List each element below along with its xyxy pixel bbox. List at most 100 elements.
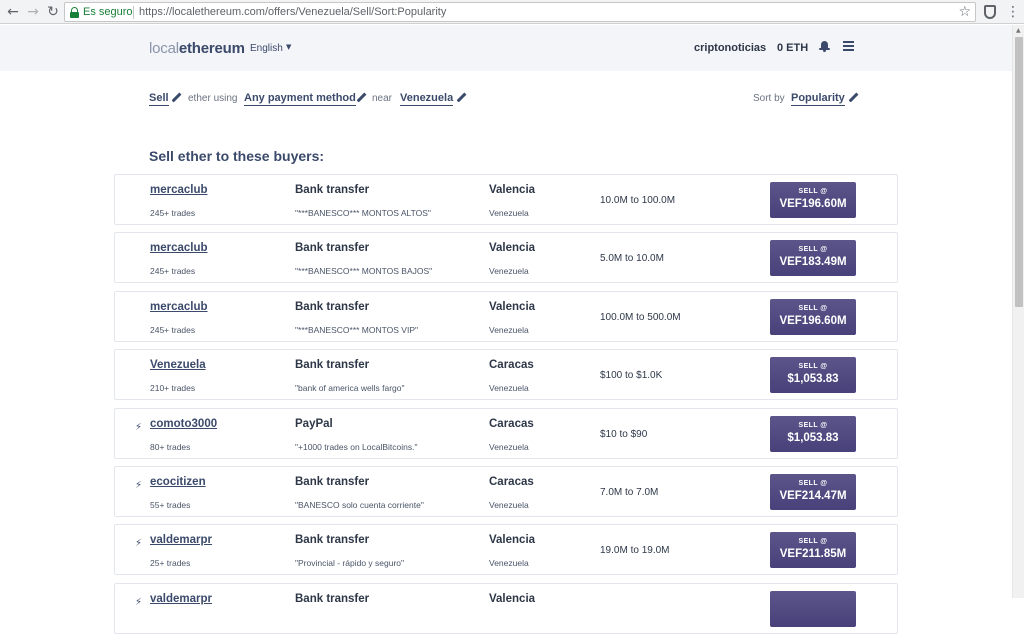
shield-extension-icon[interactable]	[984, 5, 996, 19]
sell-button-price: VEF214.47M	[779, 490, 847, 502]
sell-button[interactable]: SELL @ $1,053.83	[770, 357, 856, 394]
sell-button-label: SELL @	[798, 538, 828, 546]
edit-payment-pencil-icon[interactable]	[356, 93, 366, 103]
trader-name-link[interactable]: Venezuela	[150, 359, 206, 372]
scroll-up-arrow-icon[interactable]: ▲	[1016, 27, 1021, 34]
language-selector[interactable]: English	[250, 43, 283, 54]
offer-country: Venezuela	[489, 500, 529, 510]
section-title: Sell ether to these buyers:	[149, 148, 325, 164]
payment-method: PayPal	[295, 417, 333, 430]
trader-name-link[interactable]: ecocitizen	[150, 476, 206, 488]
wallet-balance[interactable]: 0 ETH	[777, 42, 809, 54]
near-text: near	[372, 93, 393, 104]
trade-count: 55+ trades	[150, 500, 191, 510]
offer-card: mercaclub 245+ trades Bank transfer "***…	[114, 290, 898, 342]
edit-action-pencil-icon[interactable]	[171, 93, 181, 103]
site-header: localethereum English ▼ criptonoticias 0…	[0, 25, 1012, 71]
sort-filter[interactable]: Popularity	[791, 92, 845, 106]
address-divider	[133, 6, 134, 19]
sell-button[interactable]: SELL @ VEF214.47M	[770, 474, 856, 510]
offer-card: Venezuela 210+ trades Bank transfer "ban…	[114, 349, 898, 401]
lock-icon	[70, 7, 79, 18]
edit-location-pencil-icon[interactable]	[456, 93, 466, 103]
offer-card: ⚡ valdemarpr Bank transfer Valencia	[114, 582, 898, 634]
sell-button-price: VEF211.85M	[779, 548, 847, 561]
trader-name-link[interactable]: mercaclub	[150, 242, 208, 255]
sell-button[interactable]	[770, 590, 856, 627]
trade-limits: 10.0M to 100.0M	[600, 195, 676, 206]
offer-note: "***BANESCO*** MONTOS VIP"	[295, 324, 419, 335]
logo-light-text: local	[149, 40, 179, 57]
hamburger-menu-icon[interactable]	[843, 41, 854, 51]
offer-note: "BANESCO solo cuenta corriente"	[295, 500, 424, 510]
sell-button[interactable]: SELL @ $1,053.83	[770, 415, 856, 452]
trade-count: 210+ trades	[150, 383, 196, 394]
offer-city: Valencia	[489, 242, 536, 255]
offer-city: Caracas	[489, 359, 534, 372]
trader-name-link[interactable]: valdemarpr	[150, 534, 213, 547]
trade-limits: $100 to $1.0K	[600, 370, 663, 382]
forward-arrow-icon[interactable]: →	[27, 4, 39, 20]
offer-country: Venezuela	[489, 441, 529, 452]
lightning-icon: ⚡	[135, 596, 143, 608]
lightning-icon: ⚡	[135, 538, 143, 550]
sell-button-label: SELL @	[798, 421, 828, 429]
sell-button-price: $1,053.83	[787, 373, 839, 386]
trader-name-link[interactable]: mercaclub	[150, 184, 208, 196]
page-scrollbar[interactable]: ▲	[1012, 25, 1024, 598]
location-filter[interactable]: Venezuela	[400, 92, 454, 106]
offer-city: Valencia	[489, 300, 536, 313]
edit-sort-pencil-icon[interactable]	[848, 93, 858, 103]
sell-button-label: SELL @	[798, 246, 828, 254]
bookmark-star-icon[interactable]: ☆	[958, 4, 971, 20]
offer-note: "***BANESCO*** MONTOS ALTOS"	[295, 208, 431, 218]
sell-button-label: SELL @	[798, 363, 828, 371]
username-link[interactable]: criptonoticias	[694, 42, 767, 54]
payment-method: Bank transfer	[295, 592, 370, 605]
offer-city: Valencia	[489, 534, 536, 547]
sell-button[interactable]: SELL @ VEF196.60M	[770, 182, 856, 218]
sell-button-price: VEF196.60M	[779, 314, 847, 327]
payment-method-filter[interactable]: Any payment method	[244, 92, 356, 106]
url-text[interactable]: https://localethereum.com/offers/Venezue…	[139, 6, 447, 18]
offer-city: Valencia	[489, 184, 536, 196]
offer-note: "bank of america wells fargo"	[295, 383, 405, 394]
sell-button-price: VEF196.60M	[779, 198, 847, 210]
offer-card: ⚡ ecocitizen 55+ trades Bank transfer "B…	[114, 466, 898, 517]
sell-button[interactable]: SELL @ VEF196.60M	[770, 298, 856, 335]
trade-count: 245+ trades	[150, 208, 196, 218]
trade-limits: 7.0M to 7.0M	[600, 487, 659, 498]
trade-limits: 100.0M to 500.0M	[600, 311, 681, 323]
sell-button-label: SELL @	[798, 188, 828, 195]
browser-menu-icon[interactable]: ⋮	[1006, 4, 1020, 20]
scrollbar-thumb[interactable]	[1015, 37, 1023, 307]
sell-button-price: VEF183.49M	[779, 256, 847, 269]
sort-by-text: Sort by	[753, 93, 785, 104]
action-filter[interactable]: Sell	[149, 92, 169, 106]
trade-count: 25+ trades	[150, 558, 191, 569]
logo[interactable]: localethereum	[149, 40, 245, 57]
sell-button-price: $1,053.83	[787, 431, 839, 444]
payment-method: Bank transfer	[295, 476, 370, 488]
trader-name-link[interactable]: valdemarpr	[150, 592, 213, 605]
reload-icon[interactable]: ↻	[47, 4, 59, 20]
offer-country: Venezuela	[489, 383, 529, 394]
caret-down-icon[interactable]: ▼	[286, 43, 292, 51]
back-arrow-icon[interactable]: ←	[7, 4, 19, 20]
offer-city: Caracas	[489, 476, 534, 488]
sell-button-label: SELL @	[798, 304, 828, 312]
trader-name-link[interactable]: mercaclub	[150, 300, 208, 313]
trade-limits: 19.0M to 19.0M	[600, 545, 670, 557]
sell-button[interactable]: SELL @ VEF183.49M	[770, 240, 856, 277]
payment-method: Bank transfer	[295, 300, 370, 313]
sell-button[interactable]: SELL @ VEF211.85M	[770, 532, 856, 569]
address-bar[interactable]: Es seguro https://localethereum.com/offe…	[64, 2, 976, 22]
offer-card: mercaclub 245+ trades Bank transfer "***…	[114, 232, 898, 284]
lightning-icon: ⚡	[135, 480, 143, 491]
payment-method: Bank transfer	[295, 359, 370, 372]
bell-icon[interactable]	[819, 40, 830, 52]
offer-note: "***BANESCO*** MONTOS BAJOS"	[295, 266, 433, 277]
offer-city: Valencia	[489, 592, 536, 605]
trader-name-link[interactable]: comoto3000	[150, 417, 218, 430]
offer-card: mercaclub 245+ trades Bank transfer "***…	[114, 174, 898, 225]
